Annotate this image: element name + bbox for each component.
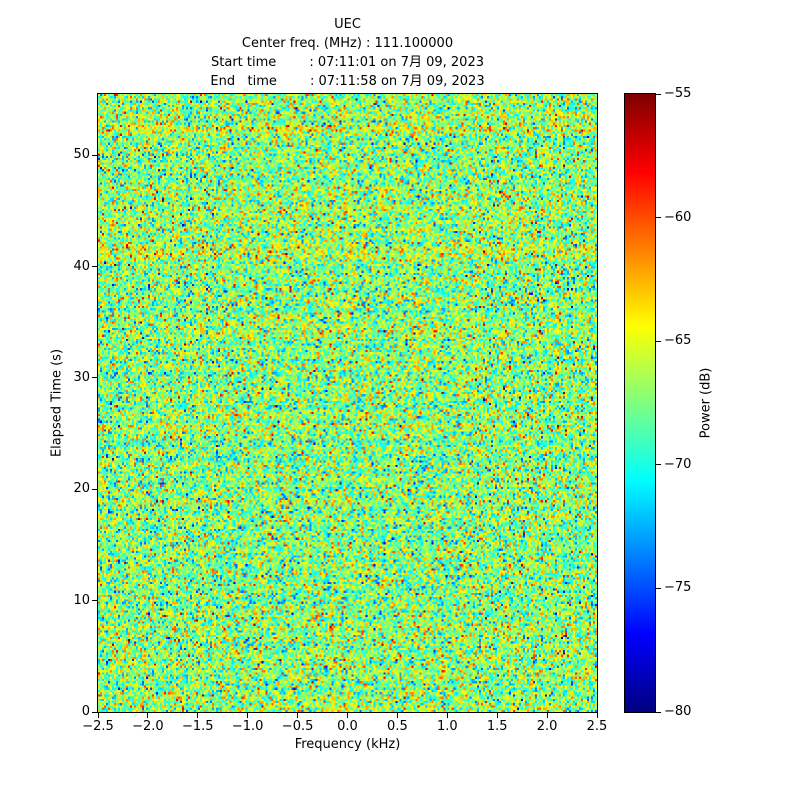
x-tick-mark [297,713,299,718]
colorbar-tick-mark [656,93,661,95]
chart-title: UEC [334,17,361,32]
y-tick-label: 20 [73,481,90,497]
x-tick-label: 0.0 [337,719,358,734]
chart-header: UEC Center freq. (MHz) : 111.100000 Star… [97,15,598,91]
colorbar-tick-label: −70 [664,456,692,472]
x-tick-mark [197,713,199,718]
y-tick-mark [92,154,97,156]
x-tick-label: 2.5 [586,719,608,734]
y-tick-mark [92,711,97,713]
y-tick-mark [92,377,97,379]
colorbar-tick-mark [656,464,661,466]
y-axis-label: Elapsed Time (s) [49,348,65,458]
y-tick-mark [92,488,97,490]
x-axis-label: Frequency (kHz) [294,737,401,752]
x-tick-mark [596,713,598,718]
x-tick-mark [147,713,149,718]
colorbar-tick-label: −75 [664,580,692,596]
y-tick-label: 30 [73,369,90,385]
x-tick-mark [347,713,348,718]
x-tick-label: −2.0 [132,719,164,734]
x-tick-mark [247,713,249,718]
x-tick-label: 2.0 [536,719,558,734]
colorbar-label: Power (dB) [698,367,714,439]
y-tick-label: 10 [73,592,90,608]
x-tick-label: −0.5 [281,719,314,734]
y-tick-mark [92,266,97,268]
header-center-freq: Center freq. (MHz) : 111.100000 [241,36,454,51]
x-tick-mark [496,713,498,718]
colorbar-tick-mark [656,340,661,342]
y-tick-label: 0 [81,704,90,719]
colorbar-gradient [625,94,655,712]
y-tick-label: 50 [73,147,90,163]
x-tick-label: 1.5 [486,719,508,734]
colorbar-tick-mark [656,711,661,713]
x-tick-mark [546,713,548,718]
y-tick-mark [92,600,97,602]
y-tick-label: 40 [73,258,90,274]
x-tick-mark [396,713,398,718]
spectrogram-heatmap [98,94,597,712]
colorbar-tick-mark [656,217,661,219]
colorbar-tick-label: −65 [664,333,692,349]
colorbar-tick-label: −60 [664,209,692,225]
colorbar-tick-label: −80 [664,704,692,719]
x-tick-label: −2.5 [82,719,114,734]
x-tick-mark [446,713,448,718]
x-tick-label: −1.0 [231,719,264,734]
colorbar-tick-mark [656,587,661,589]
x-tick-label: 0.5 [387,719,408,734]
x-tick-label: −1.5 [182,719,214,734]
header-start-time: Start time : 07:11:01 on 7月 09, 2023 [211,55,484,70]
x-tick-label: 1.0 [436,719,458,734]
colorbar [624,93,656,713]
x-tick-mark [97,713,99,718]
colorbar-tick-label: −55 [664,86,692,101]
header-end-time: End time : 07:11:58 on 7月 09, 2023 [210,74,485,89]
plot-area [97,93,598,713]
